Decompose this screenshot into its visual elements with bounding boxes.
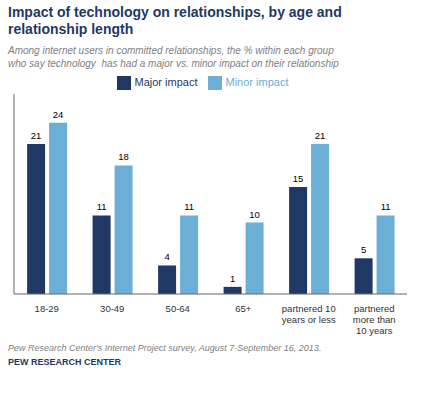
svg-text:10: 10: [249, 209, 260, 220]
svg-text:4: 4: [164, 251, 169, 262]
svg-text:1: 1: [230, 273, 235, 284]
svg-text:50-64: 50-64: [166, 303, 190, 314]
svg-text:21: 21: [31, 130, 42, 141]
svg-text:partneredmore than10 years: partneredmore than10 years: [353, 303, 396, 336]
svg-text:18: 18: [118, 151, 129, 162]
svg-text:5: 5: [361, 244, 366, 255]
svg-text:24: 24: [53, 109, 64, 120]
svg-text:11: 11: [97, 201, 107, 212]
html-text:Major impact: Major impact: [134, 76, 198, 88]
svg-text:11: 11: [184, 201, 194, 212]
svg-text:21: 21: [315, 130, 326, 141]
html-text:Minor impact: Minor impact: [225, 76, 289, 88]
svg-text:65+: 65+: [235, 303, 252, 314]
svg-text:18-29: 18-29: [35, 303, 59, 314]
html-text:Among internet users in commit: Among internet users in committed relati…: [8, 45, 339, 69]
html-text:PEW RESEARCH CENTER: PEW RESEARCH CENTER: [8, 357, 121, 367]
html-text:Impact of technology on relati: Impact of technology on relationships, b…: [8, 4, 342, 37]
svg-text:partnered 10years or less: partnered 10years or less: [282, 303, 336, 325]
svg-text:11: 11: [381, 201, 391, 212]
svg-text:15: 15: [293, 173, 304, 184]
svg-text:30-49: 30-49: [100, 303, 124, 314]
html-text:Pew Research Center's Internet: Pew Research Center's Internet Project s…: [8, 343, 322, 353]
